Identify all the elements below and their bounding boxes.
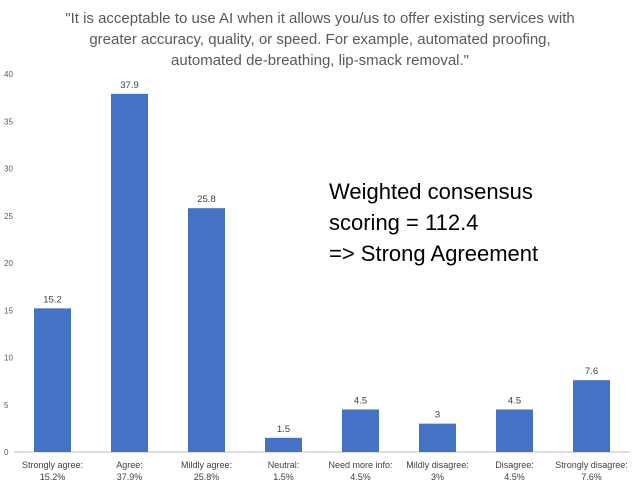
y-axis: 0 5 10 15 20 25 30 35 40 bbox=[4, 70, 13, 457]
category-label: 1.5% bbox=[273, 472, 294, 482]
data-label: 7.6 bbox=[585, 366, 598, 377]
bar bbox=[111, 93, 148, 452]
annotation-line: Weighted consensus bbox=[329, 179, 533, 204]
bar bbox=[496, 409, 533, 452]
data-labels: 15.2 37.9 25.8 1.5 4.5 3 4.5 7.6 bbox=[43, 80, 598, 435]
annotation-line: => Strong Agreement bbox=[329, 241, 538, 266]
category-label: 7.6% bbox=[581, 472, 602, 482]
bar bbox=[573, 380, 610, 452]
category-label: Disagree: bbox=[495, 460, 534, 470]
bar bbox=[419, 423, 456, 452]
category-label: 15.2% bbox=[40, 472, 66, 482]
bars bbox=[34, 93, 610, 452]
category-label: Strongly agree: bbox=[22, 460, 83, 470]
y-tick-label: 0 bbox=[4, 448, 9, 457]
annotation: Weighted consensus scoring = 112.4 => Stro… bbox=[329, 179, 538, 266]
data-label: 25.8 bbox=[197, 194, 216, 205]
y-tick-label: 35 bbox=[4, 117, 13, 126]
bar bbox=[342, 409, 379, 452]
data-label: 37.9 bbox=[120, 80, 139, 91]
category-labels: Strongly agree: 15.2% Agree: 37.9% Mildly ag… bbox=[22, 460, 628, 482]
chart-title-line: "It is acceptable to use AI when it allo… bbox=[65, 10, 574, 27]
category-label: Mildly disagree: bbox=[406, 460, 469, 470]
category-label: 4.5% bbox=[350, 472, 371, 482]
category-label: 37.9% bbox=[117, 472, 143, 482]
category-label: 4.5% bbox=[504, 472, 525, 482]
data-label: 15.2 bbox=[43, 294, 62, 305]
bar bbox=[265, 437, 302, 452]
category-label: Mildly agree: bbox=[181, 460, 232, 470]
y-tick-label: 40 bbox=[4, 70, 13, 79]
annotation-line: scoring = 112.4 bbox=[329, 210, 478, 235]
data-label: 3 bbox=[435, 410, 440, 421]
data-label: 4.5 bbox=[508, 395, 521, 406]
data-label: 4.5 bbox=[354, 395, 367, 406]
chart-title-line: automated de-breathing, lip-smack remova… bbox=[171, 52, 469, 69]
category-label: Need more info: bbox=[328, 460, 392, 470]
chart-title-line: greater accuracy, quality, or speed. For… bbox=[89, 31, 550, 48]
y-tick-label: 10 bbox=[4, 354, 13, 363]
y-tick-label: 5 bbox=[4, 401, 9, 410]
data-label: 1.5 bbox=[277, 424, 290, 435]
bar bbox=[188, 208, 225, 452]
chart-title: "It is acceptable to use AI when it allo… bbox=[65, 10, 574, 69]
category-label: Strongly disagree: bbox=[555, 460, 628, 470]
bar bbox=[34, 308, 71, 452]
category-label: Agree: bbox=[116, 460, 143, 470]
y-tick-label: 30 bbox=[4, 165, 13, 174]
y-tick-label: 15 bbox=[4, 306, 13, 315]
y-tick-label: 25 bbox=[4, 212, 13, 221]
category-label: 3% bbox=[431, 472, 444, 482]
y-tick-label: 20 bbox=[4, 259, 13, 268]
category-label: Neutral: bbox=[268, 460, 300, 470]
category-label: 25.8% bbox=[194, 472, 220, 482]
